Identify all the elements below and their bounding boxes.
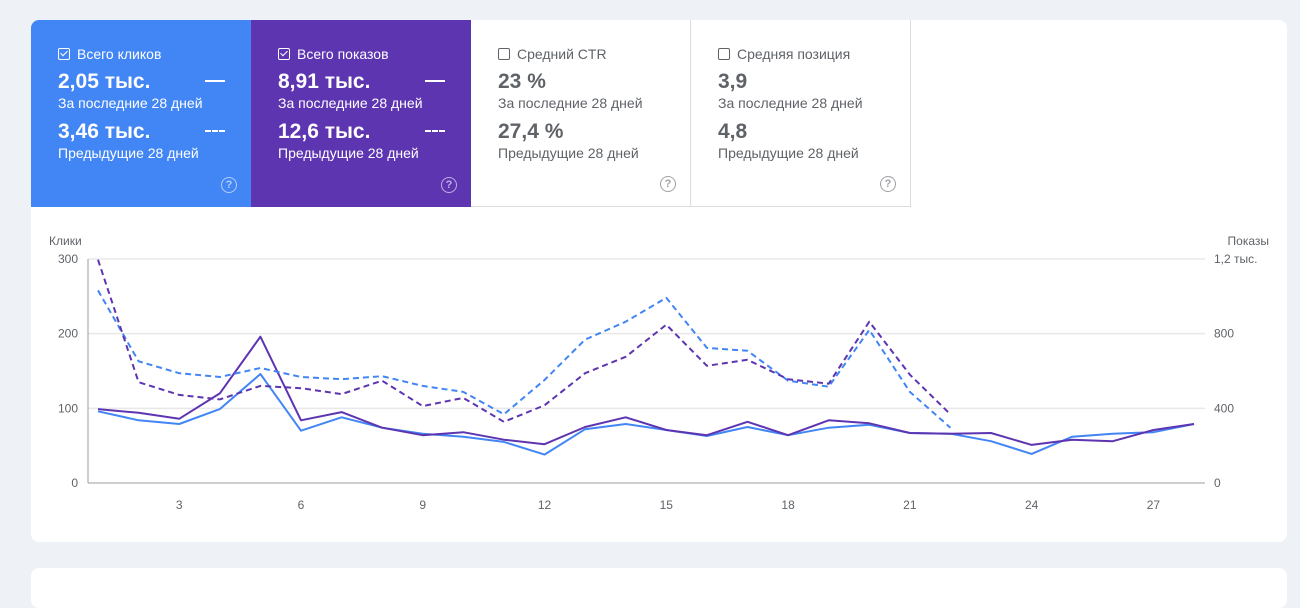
metric-title: Всего кликов xyxy=(77,46,162,62)
right-tick-label: 1,2 тыс. xyxy=(1214,252,1257,266)
current-value: 2,05 тыс. xyxy=(58,70,151,93)
left-tick-label: 300 xyxy=(58,252,78,266)
series-line-1 xyxy=(97,335,1195,446)
right-tick-label: 0 xyxy=(1214,476,1221,490)
current-value: 3,9 xyxy=(718,70,748,93)
x-tick-label: 6 xyxy=(298,498,305,512)
current-value: 8,91 тыс. xyxy=(278,70,371,93)
legend-solid-line xyxy=(425,80,445,82)
current-label: За последние 28 дней xyxy=(718,95,863,111)
checkbox[interactable] xyxy=(58,48,70,60)
previous-label: Предыдущие 28 дней xyxy=(718,145,859,161)
metric-tile-0[interactable]: Всего кликов 2,05 тыс. За последние 28 д… xyxy=(31,20,251,207)
next-card xyxy=(31,568,1287,608)
current-label: За последние 28 дней xyxy=(498,95,643,111)
legend-solid-line xyxy=(205,80,225,82)
series-line-0 xyxy=(97,373,1195,456)
metric-title: Средняя позиция xyxy=(737,46,851,62)
previous-value: 27,4 % xyxy=(498,120,564,143)
metric-title: Всего показов xyxy=(297,46,389,62)
previous-value: 12,6 тыс. xyxy=(278,120,371,143)
right-tick-label: 800 xyxy=(1214,327,1234,341)
help-icon[interactable]: ? xyxy=(441,177,457,193)
right-axis-title: Показы xyxy=(1228,234,1269,248)
x-tick-label: 21 xyxy=(903,498,917,512)
metric-title: Средний CTR xyxy=(517,46,607,62)
series-line-2 xyxy=(97,289,952,429)
left-tick-label: 100 xyxy=(58,401,78,415)
left-tick-label: 0 xyxy=(71,476,78,490)
left-axis-title: Клики xyxy=(49,234,82,248)
previous-label: Предыдущие 28 дней xyxy=(498,145,639,161)
current-label: За последние 28 дней xyxy=(58,95,203,111)
x-tick-label: 24 xyxy=(1025,498,1039,512)
x-tick-label: 18 xyxy=(781,498,795,512)
left-tick-label: 200 xyxy=(58,327,78,341)
help-icon[interactable]: ? xyxy=(221,177,237,193)
help-icon[interactable]: ? xyxy=(880,176,896,192)
x-tick-label: 12 xyxy=(538,498,552,512)
legend-dashed-line xyxy=(205,130,225,132)
metric-tile-3[interactable]: Средняя позиция 3,9 За последние 28 дней… xyxy=(691,20,911,207)
previous-label: Предыдущие 28 дней xyxy=(278,145,419,161)
right-tick-label: 400 xyxy=(1214,401,1234,415)
series-line-3 xyxy=(97,259,952,423)
legend-dashed-line xyxy=(425,130,445,132)
previous-value: 4,8 xyxy=(718,120,748,143)
metric-tile-1[interactable]: Всего показов 8,91 тыс. За последние 28 … xyxy=(251,20,471,207)
performance-chart: 0 0 100 400 200 800 300 1,2 тыс. Клики Показы 3 6 9 1… xyxy=(49,234,1269,512)
x-tick-label: 3 xyxy=(176,498,183,512)
previous-value: 3,46 тыс. xyxy=(58,120,151,143)
current-value: 23 % xyxy=(498,70,546,93)
checkbox[interactable] xyxy=(278,48,290,60)
x-tick-label: 9 xyxy=(419,498,426,512)
x-tick-label: 15 xyxy=(660,498,674,512)
performance-card: Всего кликов 2,05 тыс. За последние 28 д… xyxy=(31,20,1287,542)
metric-tile-2[interactable]: Средний CTR 23 % За последние 28 дней 27… xyxy=(471,20,691,207)
checkbox[interactable] xyxy=(718,48,730,60)
previous-label: Предыдущие 28 дней xyxy=(58,145,199,161)
checkbox[interactable] xyxy=(498,48,510,60)
help-icon[interactable]: ? xyxy=(660,176,676,192)
x-tick-label: 27 xyxy=(1147,498,1161,512)
current-label: За последние 28 дней xyxy=(278,95,423,111)
